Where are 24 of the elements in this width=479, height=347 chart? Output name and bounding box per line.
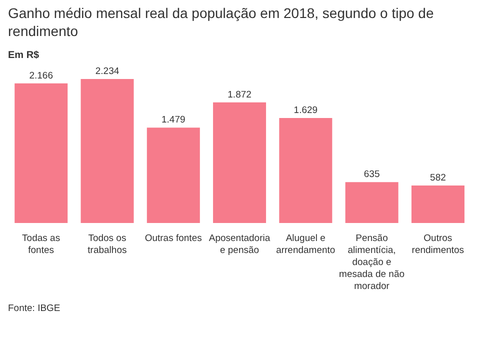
x-tick-label: Aluguel e arrendamento bbox=[276, 233, 336, 256]
data-label: 582 bbox=[430, 172, 446, 184]
x-tick-label: Todas as fontes bbox=[22, 233, 60, 256]
bar bbox=[345, 182, 398, 223]
bar bbox=[14, 83, 68, 223]
x-tick-label: Pensão alimentícia, doação e mesada de não morador bbox=[339, 233, 405, 292]
data-label: 1.629 bbox=[294, 104, 318, 116]
x-tick-label: Outras fontes bbox=[144, 233, 202, 244]
x-tick-label: Outros rendimentos bbox=[412, 233, 464, 256]
chart-title: Ganho médio mensal real da população em 2018, segundo o tipo de rendimento bbox=[8, 4, 435, 40]
source-note: Fonte: IBGE bbox=[8, 303, 62, 314]
data-label: 2.166 bbox=[29, 70, 54, 82]
bar bbox=[80, 79, 134, 223]
bar bbox=[146, 128, 200, 223]
bar bbox=[279, 118, 332, 223]
x-tick-label: Aposentadoria e pensão bbox=[208, 233, 271, 256]
bar bbox=[411, 185, 464, 223]
data-label: 1.479 bbox=[162, 114, 186, 126]
data-label: 1.872 bbox=[228, 89, 252, 100]
data-label: 635 bbox=[364, 169, 380, 180]
bar bbox=[213, 102, 266, 223]
y-axis-title: Em R$ bbox=[8, 50, 40, 61]
x-tick-label: Todos os trabalhos bbox=[88, 233, 127, 256]
data-label: 2.234 bbox=[95, 66, 120, 77]
